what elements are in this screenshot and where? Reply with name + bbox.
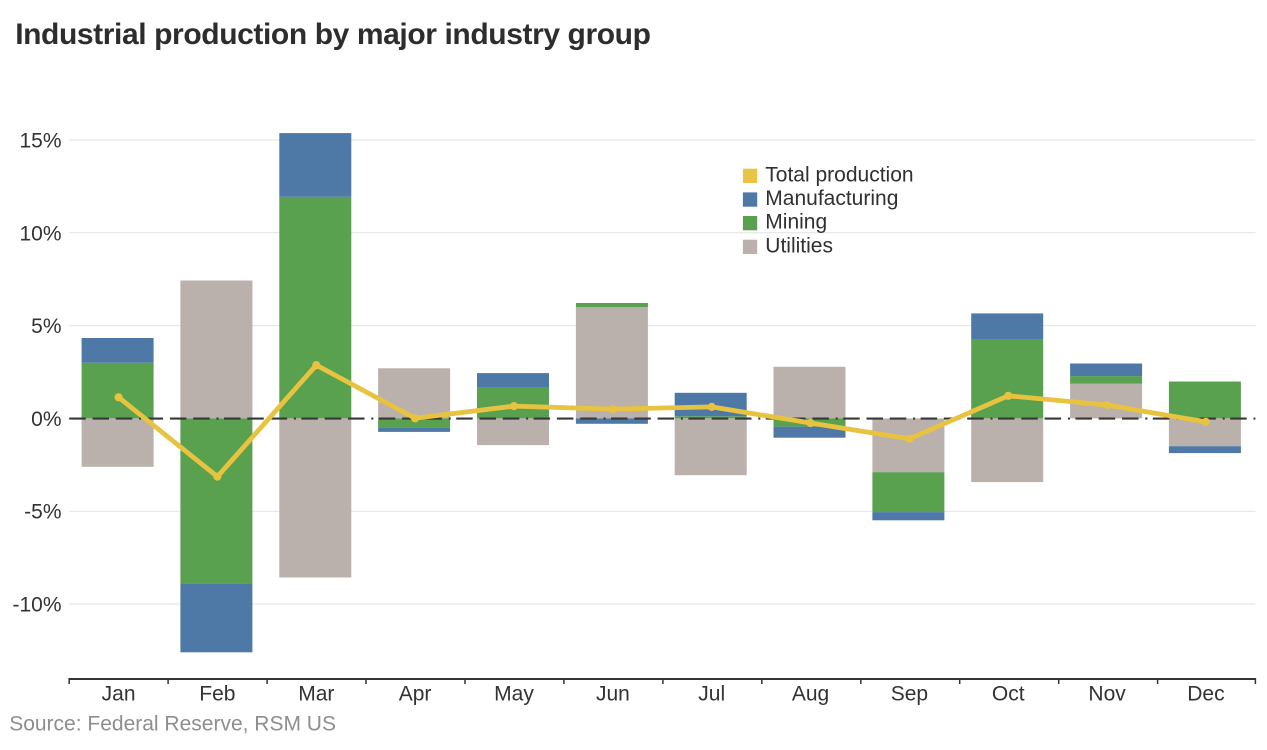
svg-text:Feb: Feb bbox=[199, 683, 235, 706]
svg-text:15%: 15% bbox=[19, 130, 61, 153]
svg-text:10%: 10% bbox=[19, 222, 61, 245]
svg-text:Mining: Mining bbox=[765, 211, 827, 234]
svg-text:Sep: Sep bbox=[891, 683, 928, 706]
svg-text:0%: 0% bbox=[31, 408, 61, 431]
svg-text:Apr: Apr bbox=[399, 683, 432, 706]
svg-text:Manufacturing: Manufacturing bbox=[765, 187, 898, 210]
svg-text:Jan: Jan bbox=[102, 683, 136, 706]
svg-text:Mar: Mar bbox=[298, 683, 334, 706]
svg-text:-10%: -10% bbox=[12, 594, 61, 617]
svg-text:Utilities: Utilities bbox=[765, 234, 833, 257]
svg-text:Nov: Nov bbox=[1088, 683, 1126, 706]
svg-text:Industrial production by major: Industrial production by major industry … bbox=[15, 18, 650, 51]
svg-text:Oct: Oct bbox=[992, 683, 1025, 706]
svg-text:Aug: Aug bbox=[792, 683, 829, 706]
svg-text:Jul: Jul bbox=[698, 683, 725, 706]
svg-text:5%: 5% bbox=[31, 315, 61, 338]
svg-text:Jun: Jun bbox=[596, 683, 630, 706]
svg-text:-5%: -5% bbox=[24, 501, 61, 524]
svg-text:Dec: Dec bbox=[1187, 683, 1224, 706]
svg-text:Source: Federal Reserve, RSM U: Source: Federal Reserve, RSM US bbox=[9, 713, 336, 736]
svg-text:Total production: Total production bbox=[765, 163, 913, 186]
svg-text:May: May bbox=[494, 683, 534, 706]
